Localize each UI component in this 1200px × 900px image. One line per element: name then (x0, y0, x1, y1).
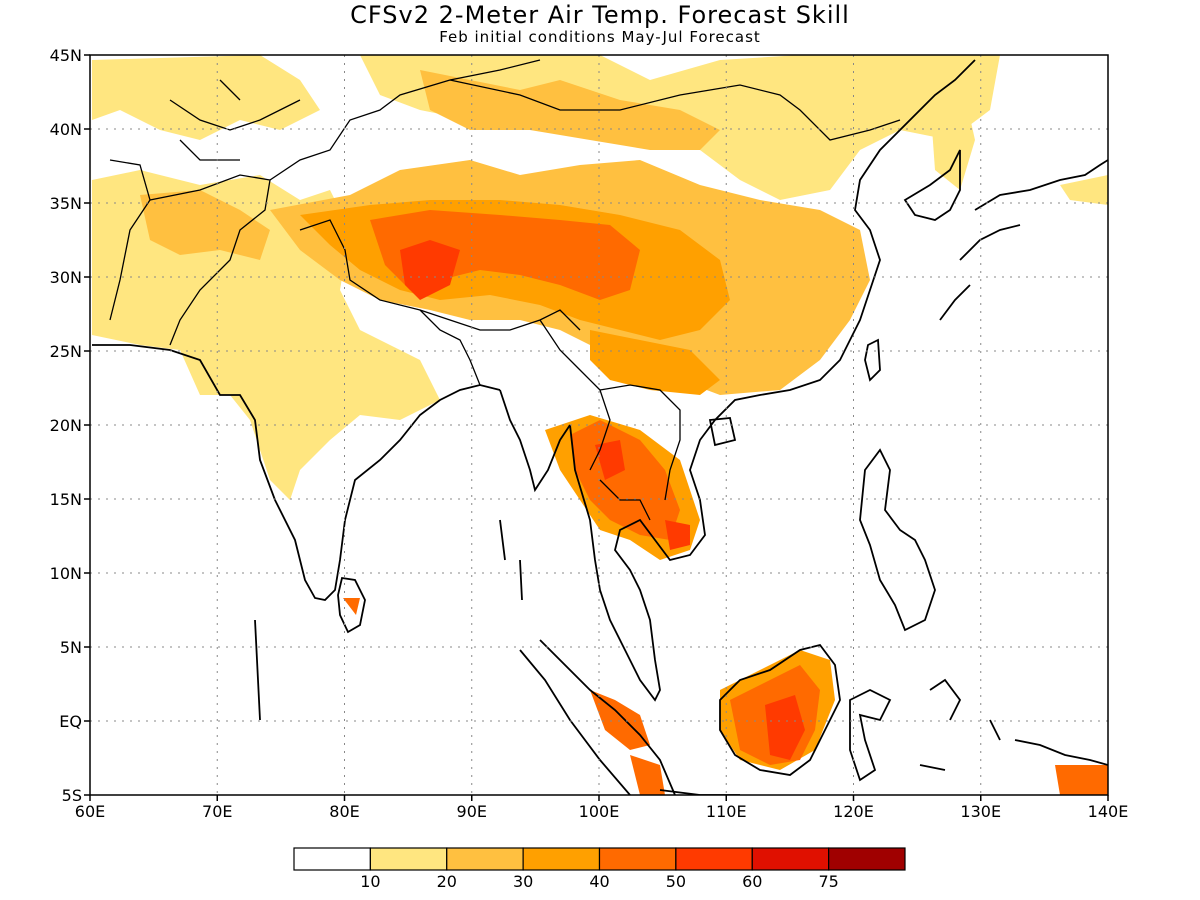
coastline-java (659, 789, 740, 795)
y-tick-label: 45N (50, 46, 82, 65)
coastline-sri-lanka (337, 576, 366, 634)
coastline-taiwan (864, 338, 881, 382)
chart-title: CFSv2 2-Meter Air Temp. Forecast Skill (350, 1, 850, 29)
border-iran-afg (109, 159, 151, 321)
colorbar-swatch (598, 847, 677, 871)
colorbar-label: 30 (513, 872, 533, 891)
coastline-maluku (919, 678, 1001, 771)
border-china-west (269, 59, 541, 181)
skill-region-sri-lanka (343, 598, 360, 615)
coastline-sumatra (539, 639, 676, 795)
skill-region-indochina-peak (595, 440, 625, 480)
skill-region-vietnam (665, 520, 690, 550)
skill-region-northwest (92, 55, 320, 140)
coastline-layer (92, 59, 1108, 795)
skill-region-indochina (570, 420, 680, 540)
colorbar-swatch (751, 847, 830, 871)
x-tick-label: 130E (960, 802, 1001, 821)
colorbar-swatch (522, 847, 601, 871)
y-tick-label: 40N (50, 120, 82, 139)
y-tick-label: 20N (50, 416, 82, 435)
colorbar-legend: 10 20 30 40 50 60 75 (293, 847, 906, 891)
gridlines (90, 55, 1108, 795)
coastline-japan (939, 159, 1108, 321)
border-india-east (419, 309, 481, 386)
coastline-sumatra-west (519, 649, 631, 795)
colorbar-label: 50 (666, 872, 686, 891)
skill-region-korea (1060, 175, 1108, 205)
coastline-korea (903, 149, 961, 221)
y-tick-label: 15N (50, 490, 82, 509)
skill-region-new-guinea (1055, 765, 1108, 795)
x-tick-label: 70E (202, 802, 232, 821)
colorbar-label: 40 (589, 872, 609, 891)
longitude-axis: 60E 70E 80E 90E 100E 110E 120E 130E 140E (75, 795, 1129, 821)
x-tick-label: 100E (579, 802, 620, 821)
colorbar-swatch (293, 847, 371, 871)
coastline-malay-peninsula (569, 59, 976, 702)
x-tick-label: 120E (833, 802, 874, 821)
colorbar-swatch (369, 847, 448, 871)
y-tick-label: 25N (50, 342, 82, 361)
latitude-axis: 45N 40N 35N 30N 25N 20N 15N 10N 5N EQ 5S (50, 46, 90, 805)
colorbar-label: 10 (360, 872, 380, 891)
y-tick-label: 5S (62, 786, 82, 805)
border-laos-vietnam (599, 384, 681, 501)
colorbar-swatch (446, 847, 524, 871)
coastline-hainan (708, 417, 737, 447)
skill-region-sumatra-south (630, 755, 665, 795)
colorbar-label: 20 (437, 872, 457, 891)
skill-region-south-china (590, 330, 720, 395)
skill-region-japan-east (930, 95, 975, 190)
x-tick-label: 140E (1088, 802, 1129, 821)
skill-region-tibet-peak (400, 240, 460, 300)
skill-region-pakistan (140, 190, 270, 260)
y-tick-label: 5N (60, 638, 82, 657)
y-tick-label: 10N (50, 564, 82, 583)
border-thailand-cambodia (599, 479, 651, 521)
coastline-philippines (859, 448, 936, 632)
skill-region-sumatra (590, 690, 650, 750)
border-central-asia (169, 79, 301, 161)
coastline-maldives (254, 619, 261, 721)
border-mongolia (449, 79, 901, 141)
colorbar-label: 60 (742, 872, 762, 891)
border-afg-pak (149, 174, 271, 346)
y-tick-label: 35N (50, 194, 82, 213)
x-tick-label: 80E (329, 802, 359, 821)
colorbar-label: 75 (818, 872, 838, 891)
coastline-new-guinea (1014, 739, 1108, 766)
coastline-sulawesi (849, 688, 892, 782)
coastline-bay-of-bengal-east (499, 389, 571, 493)
border-layer (109, 59, 901, 521)
colorbar-swatch (828, 847, 906, 871)
coastline-india (92, 344, 501, 601)
x-tick-label: 90E (457, 802, 487, 821)
coastline-borneo (719, 643, 841, 776)
coastline-andaman (499, 519, 523, 601)
skill-region-borneo-peak (765, 695, 805, 760)
y-tick-label: EQ (59, 712, 82, 731)
chart-subtitle: Feb initial conditions May-Jul Forecast (439, 28, 761, 46)
colorbar-swatch (675, 847, 753, 871)
y-tick-label: 30N (50, 268, 82, 287)
x-tick-label: 60E (75, 802, 105, 821)
border-india-china (299, 219, 581, 331)
x-tick-label: 110E (706, 802, 747, 821)
